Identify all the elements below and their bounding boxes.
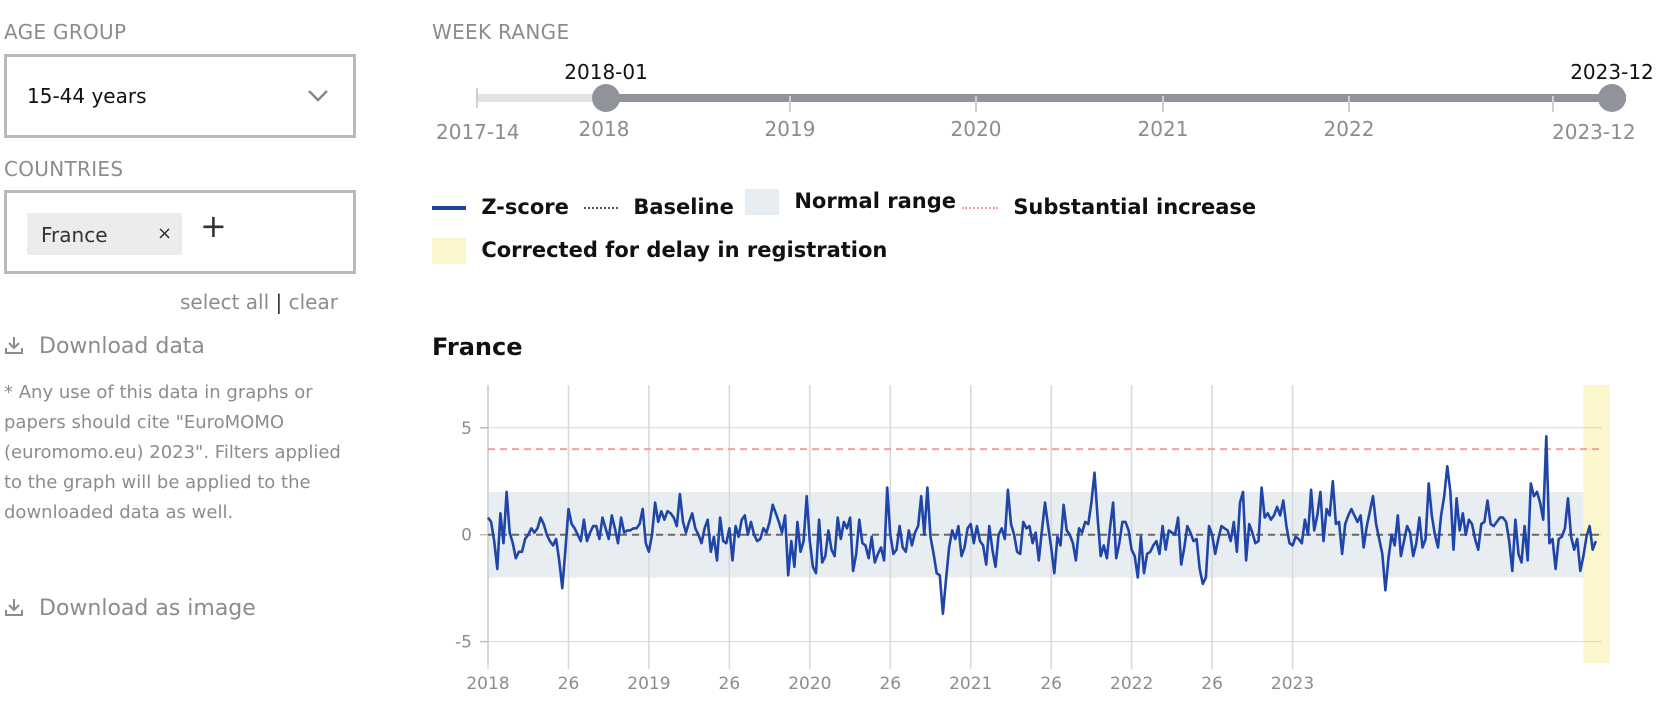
x-tick-label: 2023	[1271, 674, 1314, 694]
slider-selected-track	[606, 94, 1626, 102]
slider-tick-2021	[1162, 96, 1164, 112]
week-range-label: WEEK RANGE	[432, 20, 570, 44]
x-tick-label: 26	[1201, 674, 1223, 694]
age-group-value: 15-44 years	[27, 84, 147, 108]
x-tick-label: 26	[879, 674, 901, 694]
download-image-button[interactable]: Download as image	[4, 596, 256, 621]
slider-tick-2019	[789, 96, 791, 112]
country-chip: France ×	[27, 213, 182, 255]
x-tick-label: 2022	[1110, 674, 1153, 694]
legend-baseline-swatch	[584, 207, 618, 209]
slider-year-2022: 2022	[1323, 117, 1375, 141]
slider-tick-2022	[1348, 96, 1350, 112]
download-data-label: Download data	[39, 334, 205, 359]
chevron-down-icon[interactable]	[307, 89, 329, 103]
slider-tick-2020	[975, 96, 977, 112]
x-tick-label: 26	[558, 674, 580, 694]
add-country-icon[interactable]: +	[200, 207, 227, 245]
chart-legend: Z-score Baseline Normal range Substantia…	[432, 189, 1652, 275]
legend-corrected-swatch	[432, 238, 466, 264]
countries-label: COUNTRIES	[4, 157, 124, 181]
slider-tick-end	[1552, 96, 1554, 112]
download-data-button[interactable]: Download data	[4, 334, 205, 359]
zscore-series-line	[486, 434, 1598, 616]
cite-note: * Any use of this data in graphs or pape…	[4, 382, 341, 523]
x-tick-label: 2020	[788, 674, 831, 694]
slider-max-label: 2023-12	[1552, 120, 1636, 144]
country-chip-label: France	[41, 223, 108, 247]
y-tick-label: 0	[461, 526, 472, 546]
x-tick-label: 2021	[949, 674, 992, 694]
separator: |	[275, 290, 283, 314]
legend-substantial-swatch	[962, 207, 998, 209]
chart-svg: 2018 26 2019 26 2020 26 2021 26 2022 26 2023 -5 0 5	[455, 385, 1610, 694]
legend-zscore-swatch	[432, 206, 466, 210]
age-group-select[interactable]: 15-44 years	[4, 54, 356, 138]
select-all-link[interactable]: select all	[180, 290, 270, 314]
download-image-label: Download as image	[39, 596, 256, 621]
chip-remove-icon[interactable]: ×	[157, 223, 173, 244]
countries-select[interactable]: France × +	[4, 190, 356, 274]
download-icon	[5, 599, 23, 616]
zscore-chart: 2018 26 2019 26 2020 26 2021 26 2022 26 2023 -5 0 5	[432, 375, 1654, 695]
slider-start-handle[interactable]	[592, 84, 621, 112]
x-tick-label: 26	[719, 674, 741, 694]
age-group-label: AGE GROUP	[4, 20, 127, 44]
week-range-slider[interactable]: 2018-01 2023-12 2017-14 2018 2019 2020 2…	[432, 55, 1654, 155]
legend-zscore-label: Z-score	[481, 195, 569, 219]
legend-normal-range-label: Normal range	[794, 189, 956, 213]
download-icon	[5, 337, 23, 354]
legend-corrected-label: Corrected for delay in registration	[481, 238, 888, 262]
legend-substantial-label: Substantial increase	[1013, 195, 1257, 219]
slider-year-2020: 2020	[950, 117, 1002, 141]
slider-end-handle[interactable]	[1598, 84, 1626, 112]
slider-min-tick	[476, 88, 478, 108]
legend-normal-range: Normal range	[745, 189, 956, 215]
legend-normal-range-swatch	[745, 189, 779, 215]
legend-substantial-increase: Substantial increase	[962, 195, 1256, 219]
slider-min-label: 2017-14	[436, 120, 520, 144]
x-tick-label: 26	[1040, 674, 1062, 694]
y-tick-label: 5	[461, 419, 472, 439]
y-tick-label: -5	[455, 633, 472, 653]
x-tick-label: 2019	[627, 674, 670, 694]
slider-year-2019: 2019	[764, 117, 816, 141]
slider-end-value: 2023-12	[1570, 60, 1654, 84]
legend-baseline-label: Baseline	[633, 195, 734, 219]
slider-year-2018: 2018	[578, 117, 630, 141]
legend-baseline: Baseline	[584, 195, 734, 219]
corrected-region	[1583, 385, 1610, 663]
slider-start-value: 2018-01	[564, 60, 648, 84]
chart-title: France	[432, 333, 523, 361]
x-tick-label: 2018	[466, 674, 509, 694]
slider-year-2021: 2021	[1137, 117, 1189, 141]
select-controls: select all | clear	[180, 290, 338, 314]
legend-zscore: Z-score	[432, 195, 569, 219]
clear-link[interactable]: clear	[288, 290, 338, 314]
legend-corrected: Corrected for delay in registration	[432, 238, 887, 264]
